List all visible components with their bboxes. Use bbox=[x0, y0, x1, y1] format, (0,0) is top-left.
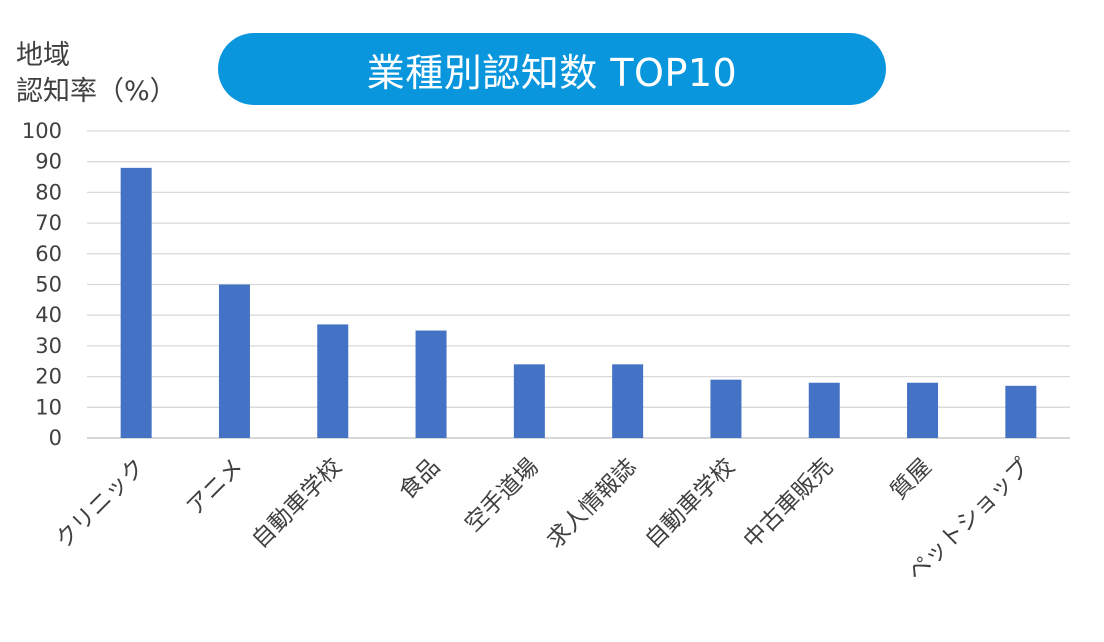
y-tick-label: 30 bbox=[35, 334, 62, 358]
y-tick-label: 100 bbox=[22, 119, 62, 143]
x-tick-label: 空手道場 bbox=[460, 454, 543, 537]
x-tick-label: アニメ bbox=[182, 454, 249, 521]
x-tick-label: 食品 bbox=[394, 454, 445, 505]
bar bbox=[808, 382, 840, 438]
y-tick-label: 20 bbox=[35, 365, 62, 389]
x-tick-label: 中古車販売 bbox=[739, 454, 839, 554]
bar bbox=[907, 382, 939, 438]
y-tick-label: 60 bbox=[35, 242, 62, 266]
chart-title-banner: 業種別認知数 TOP10 bbox=[218, 33, 886, 105]
bar bbox=[120, 167, 152, 438]
bar bbox=[710, 379, 742, 438]
y-tick-label: 0 bbox=[49, 426, 62, 450]
y-tick-label: 50 bbox=[35, 273, 62, 297]
x-tick-label: 自動車学校 bbox=[247, 454, 347, 554]
y-tick-label: 80 bbox=[35, 180, 62, 204]
x-tick-label: 求人情報誌 bbox=[542, 454, 642, 554]
bar bbox=[612, 364, 644, 438]
chart-title: 業種別認知数 TOP10 bbox=[366, 50, 738, 95]
x-tick-label: 質屋 bbox=[886, 454, 937, 505]
y-tick-label: 40 bbox=[35, 303, 62, 327]
x-tick-label: クリニック bbox=[51, 454, 151, 554]
y-axis-label-line-1: 地域 bbox=[16, 40, 70, 71]
y-tick-label: 10 bbox=[35, 395, 62, 419]
bar bbox=[513, 364, 545, 438]
y-axis-label: 地域 認知率（%） bbox=[16, 38, 177, 110]
bar bbox=[1005, 385, 1037, 438]
y-axis-label-line-2: 認知率（%） bbox=[16, 76, 177, 107]
y-tick-label: 70 bbox=[35, 211, 62, 235]
x-tick-label: 自動車学校 bbox=[640, 454, 740, 554]
bar bbox=[218, 284, 250, 438]
y-tick-label: 90 bbox=[35, 150, 62, 174]
bar bbox=[317, 324, 349, 438]
bar bbox=[415, 330, 447, 438]
